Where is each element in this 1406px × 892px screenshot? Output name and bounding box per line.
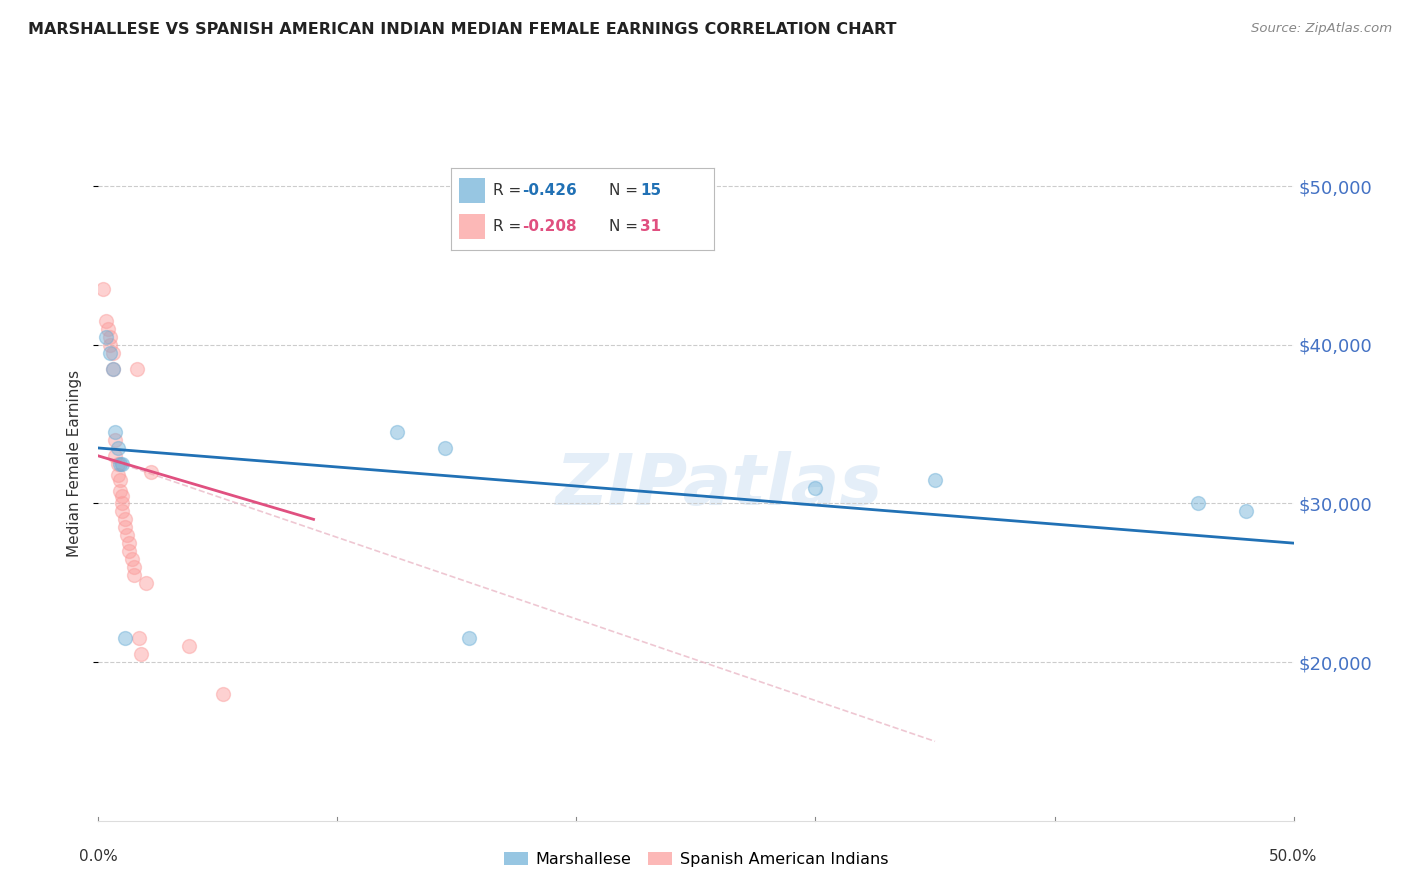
Point — [211, 687, 233, 701]
Point — [124, 567, 146, 582]
Point — [101, 346, 124, 360]
Point — [135, 575, 157, 590]
Point — [108, 457, 131, 471]
Point — [94, 330, 117, 344]
Point — [104, 449, 127, 463]
Point — [114, 632, 136, 646]
Point — [107, 441, 129, 455]
Point — [125, 361, 148, 376]
Point — [101, 361, 124, 376]
Point — [98, 338, 122, 352]
Point — [111, 457, 134, 471]
Point — [91, 282, 114, 296]
Point — [131, 647, 153, 661]
Text: 50.0%: 50.0% — [1270, 849, 1317, 864]
Point — [94, 314, 117, 328]
Point — [101, 361, 124, 376]
Point — [458, 632, 481, 646]
Point — [98, 346, 122, 360]
Point — [107, 457, 129, 471]
Point — [139, 465, 162, 479]
Point — [118, 536, 141, 550]
Point — [1187, 496, 1209, 510]
Text: 0.0%: 0.0% — [79, 849, 118, 864]
Point — [111, 489, 134, 503]
Text: Source: ZipAtlas.com: Source: ZipAtlas.com — [1251, 22, 1392, 36]
Text: MARSHALLESE VS SPANISH AMERICAN INDIAN MEDIAN FEMALE EARNINGS CORRELATION CHART: MARSHALLESE VS SPANISH AMERICAN INDIAN M… — [28, 22, 897, 37]
Point — [115, 528, 138, 542]
Point — [108, 483, 131, 498]
Point — [98, 330, 122, 344]
Point — [114, 512, 136, 526]
Point — [1234, 504, 1257, 518]
Point — [121, 552, 143, 566]
Legend: Marshallese, Spanish American Indians: Marshallese, Spanish American Indians — [498, 846, 894, 873]
Point — [111, 496, 134, 510]
Point — [385, 425, 409, 439]
Point — [128, 632, 150, 646]
Point — [179, 639, 201, 653]
Point — [108, 473, 131, 487]
Point — [124, 560, 146, 574]
Point — [114, 520, 136, 534]
Point — [118, 544, 141, 558]
Point — [107, 467, 129, 482]
Point — [104, 425, 127, 439]
Point — [804, 481, 827, 495]
Point — [97, 322, 120, 336]
Y-axis label: Median Female Earnings: Median Female Earnings — [67, 370, 83, 558]
Point — [924, 473, 946, 487]
Point — [111, 504, 134, 518]
Point — [104, 433, 127, 447]
Text: ZIPatlas: ZIPatlas — [557, 450, 883, 520]
Point — [433, 441, 456, 455]
